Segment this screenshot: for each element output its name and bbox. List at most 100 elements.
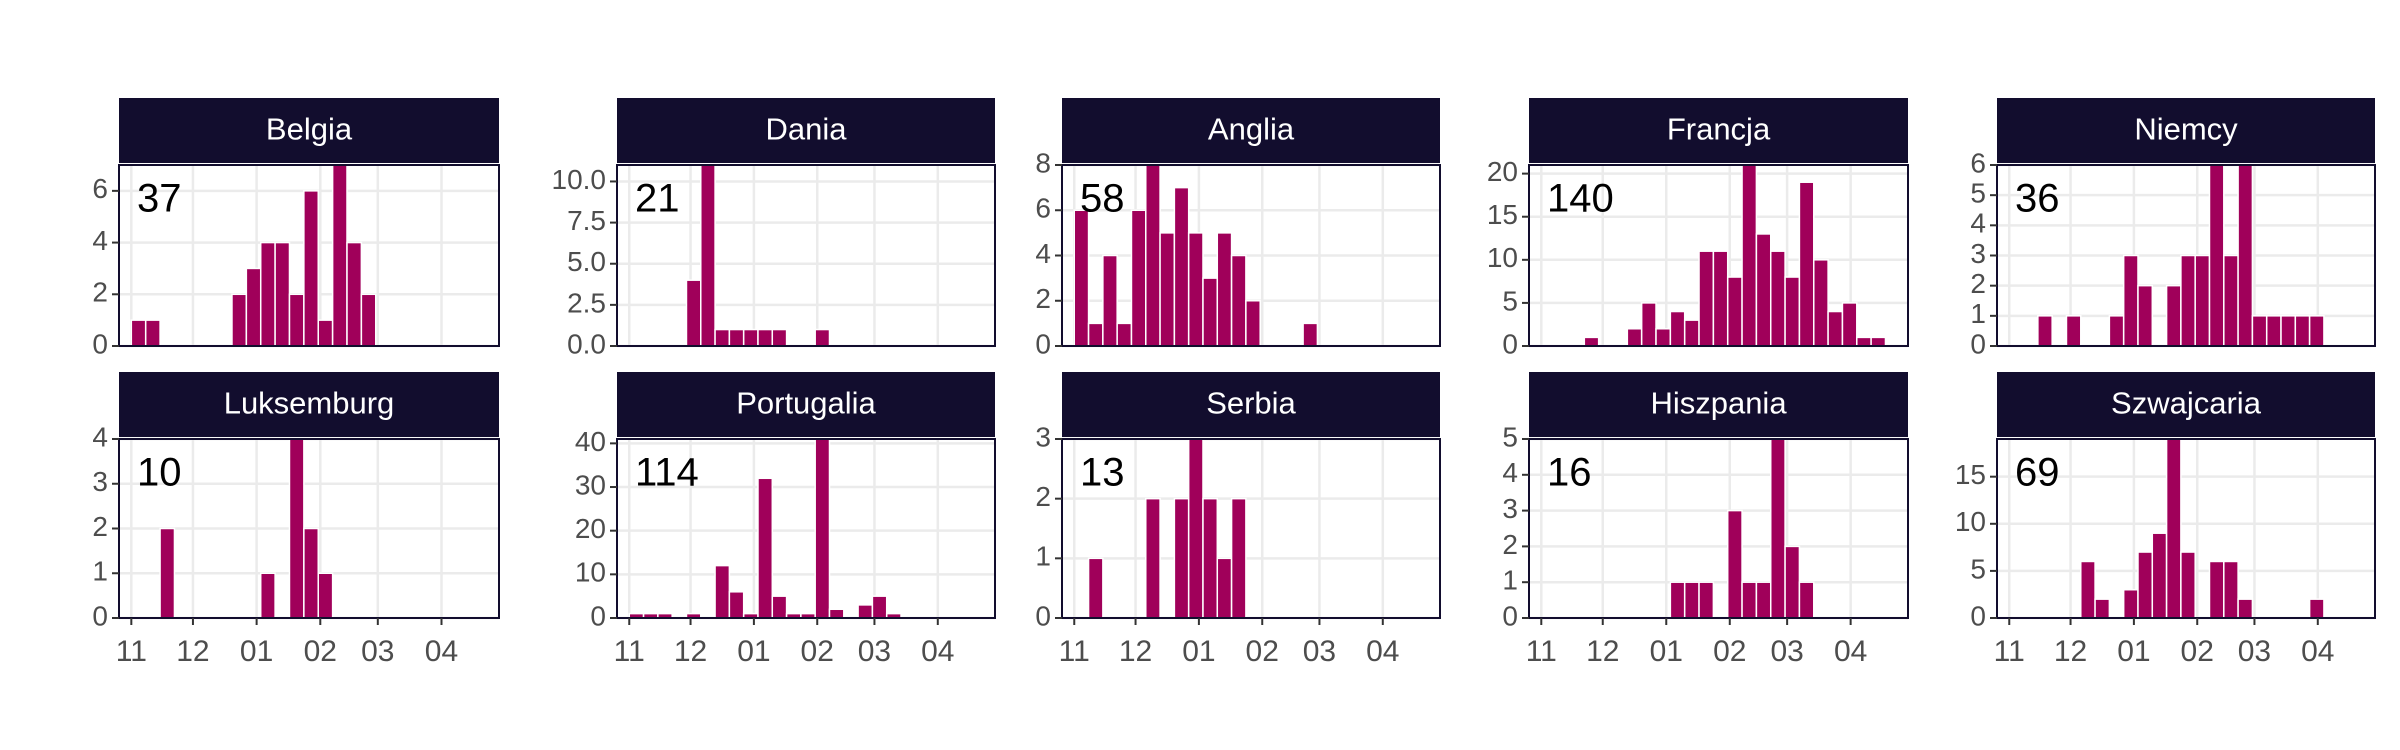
strip bbox=[119, 98, 499, 163]
bar bbox=[728, 328, 745, 347]
bar bbox=[303, 527, 319, 619]
strip bbox=[1062, 372, 1440, 437]
y-tick-label: 2 bbox=[1970, 268, 1986, 299]
strip-label: Belgia bbox=[266, 112, 353, 147]
bar bbox=[2308, 598, 2325, 619]
panel-border bbox=[118, 164, 500, 347]
y-tick-label: 6 bbox=[1035, 193, 1051, 224]
bar bbox=[2208, 560, 2225, 619]
y-tick-label: 4 bbox=[1502, 457, 1518, 488]
y-tick-label: 0 bbox=[1970, 328, 1986, 359]
bar bbox=[360, 293, 377, 347]
x-tick-label: 01 bbox=[2117, 635, 2150, 668]
y-tick-label: 5 bbox=[1970, 553, 1986, 584]
y-tick-label: 1 bbox=[1970, 298, 1986, 329]
y-tick-label: 0 bbox=[1035, 328, 1051, 359]
bar bbox=[1784, 276, 1801, 347]
bar bbox=[2122, 254, 2139, 347]
bar bbox=[1216, 557, 1233, 619]
y-tick-label: 2 bbox=[1502, 529, 1518, 560]
bar bbox=[1755, 233, 1772, 347]
bar bbox=[714, 328, 731, 347]
y-tick-label: 20 bbox=[575, 513, 606, 544]
bar bbox=[828, 608, 845, 619]
bar bbox=[1159, 232, 1176, 347]
y-tick-label: 3 bbox=[1502, 493, 1518, 524]
bar bbox=[2137, 284, 2154, 347]
bar bbox=[2180, 254, 2196, 347]
bar bbox=[2108, 315, 2125, 347]
bar bbox=[1841, 302, 1858, 347]
bar bbox=[1583, 336, 1600, 347]
bar bbox=[2165, 438, 2182, 619]
y-tick-label: 6 bbox=[92, 173, 108, 204]
bar bbox=[2294, 315, 2311, 347]
bar bbox=[288, 438, 305, 619]
bar bbox=[1813, 259, 1829, 347]
bar bbox=[2208, 164, 2225, 347]
y-tick-label: 5 bbox=[1502, 421, 1518, 452]
x-tick-label: 04 bbox=[921, 635, 954, 668]
x-tick-label: 03 bbox=[1303, 635, 1336, 668]
y-tick-label: 1 bbox=[92, 556, 108, 587]
y-tick-label: 0 bbox=[1035, 600, 1051, 631]
bar bbox=[2037, 315, 2053, 347]
bar bbox=[1655, 328, 1672, 347]
y-tick-label: 4 bbox=[1970, 208, 1986, 239]
x-tick-label: 03 bbox=[361, 635, 394, 668]
bar bbox=[245, 267, 262, 347]
y-tick-label: 0 bbox=[590, 600, 606, 631]
bar bbox=[1087, 557, 1104, 619]
x-tick-label: 11 bbox=[1059, 635, 1090, 668]
y-tick-label: 30 bbox=[575, 469, 606, 500]
bar bbox=[814, 328, 831, 347]
y-tick-label: 0 bbox=[92, 328, 108, 359]
strip bbox=[617, 98, 995, 163]
x-tick-label: 11 bbox=[614, 635, 645, 668]
x-tick-label: 03 bbox=[858, 635, 891, 668]
strip bbox=[1529, 98, 1908, 163]
bar bbox=[288, 293, 305, 347]
strip-label: Portugalia bbox=[736, 386, 876, 421]
x-tick-label: 01 bbox=[240, 635, 273, 668]
x-tick-label: 02 bbox=[2181, 635, 2214, 668]
bar bbox=[2151, 532, 2168, 619]
bar bbox=[1087, 322, 1104, 347]
bar bbox=[700, 164, 716, 347]
bar bbox=[331, 164, 348, 347]
bar bbox=[1202, 497, 1219, 619]
x-tick-label: 01 bbox=[737, 635, 770, 668]
panel-border bbox=[1528, 164, 1909, 347]
bar bbox=[2194, 254, 2211, 347]
bar bbox=[757, 328, 774, 347]
bar bbox=[1698, 250, 1715, 347]
y-tick-label: 0.0 bbox=[567, 328, 606, 359]
bar bbox=[1798, 181, 1815, 347]
bar bbox=[1683, 581, 1700, 619]
bar bbox=[1245, 300, 1261, 347]
bar bbox=[1187, 232, 1204, 347]
x-tick-label: 01 bbox=[1650, 635, 1683, 668]
bar bbox=[1202, 277, 1219, 347]
bar bbox=[159, 527, 176, 619]
x-tick-label: 04 bbox=[425, 635, 458, 668]
bar bbox=[1626, 328, 1643, 347]
bar bbox=[2265, 315, 2282, 347]
y-tick-label: 10 bbox=[1955, 506, 1986, 537]
x-tick-label: 02 bbox=[801, 635, 834, 668]
x-tick-label: 04 bbox=[1834, 635, 1867, 668]
bar bbox=[714, 564, 731, 619]
y-tick-label: 10 bbox=[1487, 242, 1518, 273]
bar bbox=[1302, 322, 1319, 347]
bar bbox=[1769, 250, 1786, 347]
y-tick-label: 5 bbox=[1970, 178, 1986, 209]
bar bbox=[871, 595, 888, 619]
panel-border bbox=[1061, 438, 1441, 619]
y-tick-label: 3 bbox=[1970, 238, 1986, 269]
y-tick-label: 4 bbox=[1035, 238, 1051, 269]
y-tick-label: 2 bbox=[1035, 481, 1051, 512]
bar bbox=[1798, 581, 1815, 619]
panel-border bbox=[616, 164, 996, 347]
total-annotation: 21 bbox=[635, 177, 680, 221]
y-tick-label: 2 bbox=[92, 511, 108, 542]
